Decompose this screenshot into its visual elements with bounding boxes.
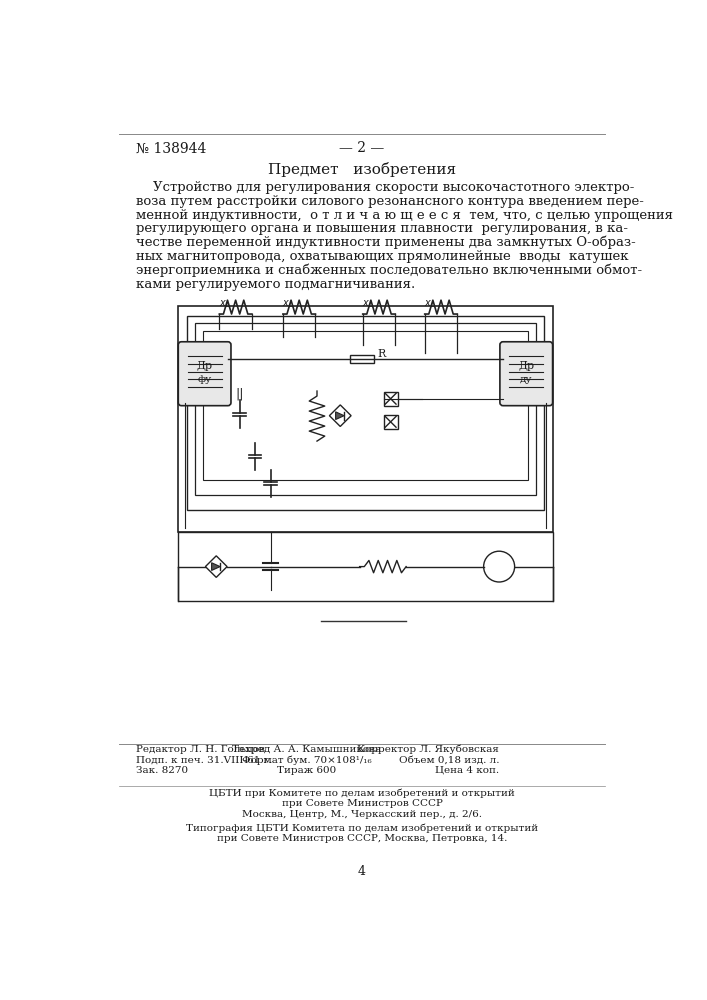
FancyBboxPatch shape bbox=[500, 342, 553, 406]
Text: при Совете Министров СССР: при Совете Министров СССР bbox=[281, 799, 443, 808]
FancyBboxPatch shape bbox=[178, 342, 231, 406]
Text: Корректор Л. Якубовская: Корректор Л. Якубовская bbox=[357, 745, 499, 754]
Text: № 138944: № 138944 bbox=[136, 141, 207, 155]
Text: фу: фу bbox=[197, 375, 212, 384]
Text: менной индуктивности,  о т л и ч а ю щ е е с я  тем, что, с целью упрощения: менной индуктивности, о т л и ч а ю щ е … bbox=[136, 209, 674, 222]
Text: ||: || bbox=[235, 387, 244, 400]
Text: Зак. 8270: Зак. 8270 bbox=[136, 766, 189, 775]
Text: ЦБТИ при Комитете по делам изобретений и открытий: ЦБТИ при Комитете по делам изобретений и… bbox=[209, 789, 515, 798]
Text: ду: ду bbox=[520, 375, 532, 384]
Bar bbox=[349, 355, 374, 363]
Circle shape bbox=[484, 551, 515, 582]
Bar bbox=[187, 316, 544, 510]
Text: Формат бум. 70×108¹/₁₆: Формат бум. 70×108¹/₁₆ bbox=[242, 755, 372, 765]
Text: ками регулируемого подмагничивания.: ками регулируемого подмагничивания. bbox=[136, 278, 416, 291]
Text: Предмет   изобретения: Предмет изобретения bbox=[268, 162, 456, 177]
Text: 4: 4 bbox=[358, 865, 366, 878]
Text: Техред А. А. Камышникова: Техред А. А. Камышникова bbox=[233, 745, 382, 754]
Text: $x_L$: $x_L$ bbox=[218, 298, 230, 310]
Text: Др: Др bbox=[518, 361, 534, 371]
Text: Др: Др bbox=[197, 361, 213, 371]
Bar bbox=[194, 323, 537, 495]
Text: ных магнитопровода, охватывающих прямолинейные  вводы  катушек: ных магнитопровода, охватывающих прямоли… bbox=[136, 250, 629, 263]
Text: — 2 —: — 2 — bbox=[339, 141, 385, 155]
Polygon shape bbox=[329, 405, 351, 426]
Text: Тираж 600: Тираж 600 bbox=[277, 766, 337, 775]
Bar bbox=[203, 331, 528, 480]
Text: при Совете Министров СССР, Москва, Петровка, 14.: при Совете Министров СССР, Москва, Петро… bbox=[217, 834, 507, 843]
Text: R: R bbox=[378, 349, 386, 359]
Text: $x_L$: $x_L$ bbox=[282, 298, 293, 310]
Polygon shape bbox=[211, 563, 220, 570]
Bar bbox=[384, 415, 397, 429]
Text: честве переменной индуктивности применены два замкнутых О-образ-: честве переменной индуктивности применен… bbox=[136, 236, 636, 249]
Text: Цена 4 коп.: Цена 4 коп. bbox=[435, 766, 499, 775]
Text: Объем 0,18 изд. л.: Объем 0,18 изд. л. bbox=[399, 756, 499, 765]
Bar bbox=[384, 392, 397, 406]
Polygon shape bbox=[206, 556, 227, 577]
Text: $x_L$: $x_L$ bbox=[424, 298, 436, 310]
Text: энергоприемника и снабженных последовательно включенными обмот-: энергоприемника и снабженных последовате… bbox=[136, 263, 643, 277]
Bar bbox=[177, 306, 554, 532]
Bar bbox=[177, 532, 554, 601]
Text: Устройство для регулирования скорости высокочастотного электро-: Устройство для регулирования скорости вы… bbox=[136, 181, 635, 194]
Text: регулирующего органа и повышения плавности  регулирования, в ка-: регулирующего органа и повышения плавнос… bbox=[136, 222, 629, 235]
Text: Типография ЦБТИ Комитета по делам изобретений и открытий: Типография ЦБТИ Комитета по делам изобре… bbox=[186, 823, 538, 833]
Text: воза путем расстройки силового резонансного контура введением пере-: воза путем расстройки силового резонансн… bbox=[136, 195, 644, 208]
Text: Подп. к печ. 31.VIII-61 г.: Подп. к печ. 31.VIII-61 г. bbox=[136, 756, 273, 765]
Text: $x_L$: $x_L$ bbox=[362, 298, 373, 310]
Text: Москва, Центр, М., Черкасский пер., д. 2/6.: Москва, Центр, М., Черкасский пер., д. 2… bbox=[242, 810, 482, 819]
Text: Редактор Л. Н. Гольцов: Редактор Л. Н. Гольцов bbox=[136, 745, 265, 754]
Polygon shape bbox=[336, 412, 344, 420]
